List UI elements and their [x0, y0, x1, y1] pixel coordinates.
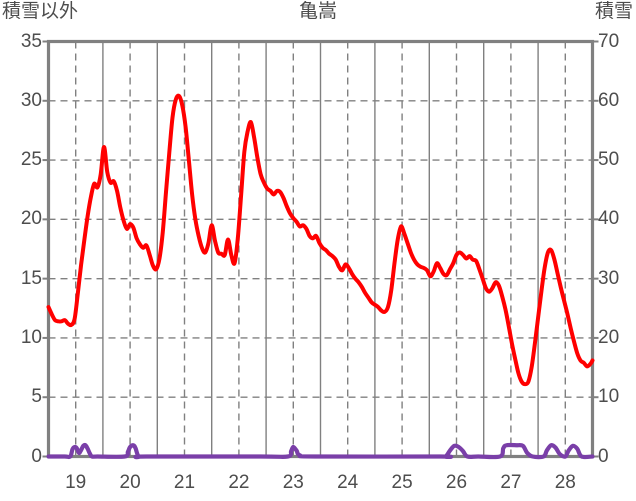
y-axis-tick-label-left: 20	[20, 208, 42, 230]
y-axis-tick-label-right: 20	[598, 326, 620, 348]
x-axis-tick-label: 21	[173, 471, 196, 493]
y-axis-tick-label-left: 25	[20, 149, 42, 171]
x-axis-tick-label: 26	[445, 471, 468, 493]
x-axis-tick-label: 25	[391, 471, 413, 493]
y-axis-tick-label-left: 30	[20, 89, 42, 111]
y-axis-tick-label-right: 50	[598, 149, 620, 171]
chart-title: 亀嵩	[298, 1, 337, 22]
y-axis-tick-label-left: 0	[31, 445, 42, 467]
series-line-snow	[46, 442, 595, 460]
series-layer	[46, 93, 595, 460]
y-axis-tick-label-left: 10	[20, 326, 42, 348]
grid-layer	[48, 41, 593, 457]
y-axis-tick-label-right: 40	[598, 208, 620, 230]
x-axis-tick-label: 28	[554, 471, 576, 493]
y-axis-tick-label-right: 30	[598, 267, 620, 289]
x-axis-tick-label: 23	[282, 471, 304, 493]
left-axis-title: 積雪以外	[2, 1, 79, 22]
y-axis-tick-label-right: 10	[598, 386, 620, 408]
y-axis-tick-label-right: 70	[598, 30, 620, 52]
y-axis-tick-label-left: 5	[31, 386, 42, 408]
y-axis-tick-label-right: 0	[598, 445, 609, 467]
y-axis-tick-label-right: 60	[598, 89, 620, 111]
x-axis-tick-label: 22	[228, 471, 250, 493]
series-line-other	[46, 93, 595, 387]
y-axis-tick-label-left: 35	[20, 30, 42, 52]
x-axis-tick-label: 27	[500, 471, 522, 493]
y-axis-tick-label-left: 15	[20, 267, 42, 289]
x-axis-tick-label: 19	[65, 471, 87, 493]
x-axis-tick-label: 20	[119, 471, 141, 493]
x-axis-tick-label: 24	[337, 471, 359, 493]
right-axis-title: 積雪	[594, 1, 633, 22]
